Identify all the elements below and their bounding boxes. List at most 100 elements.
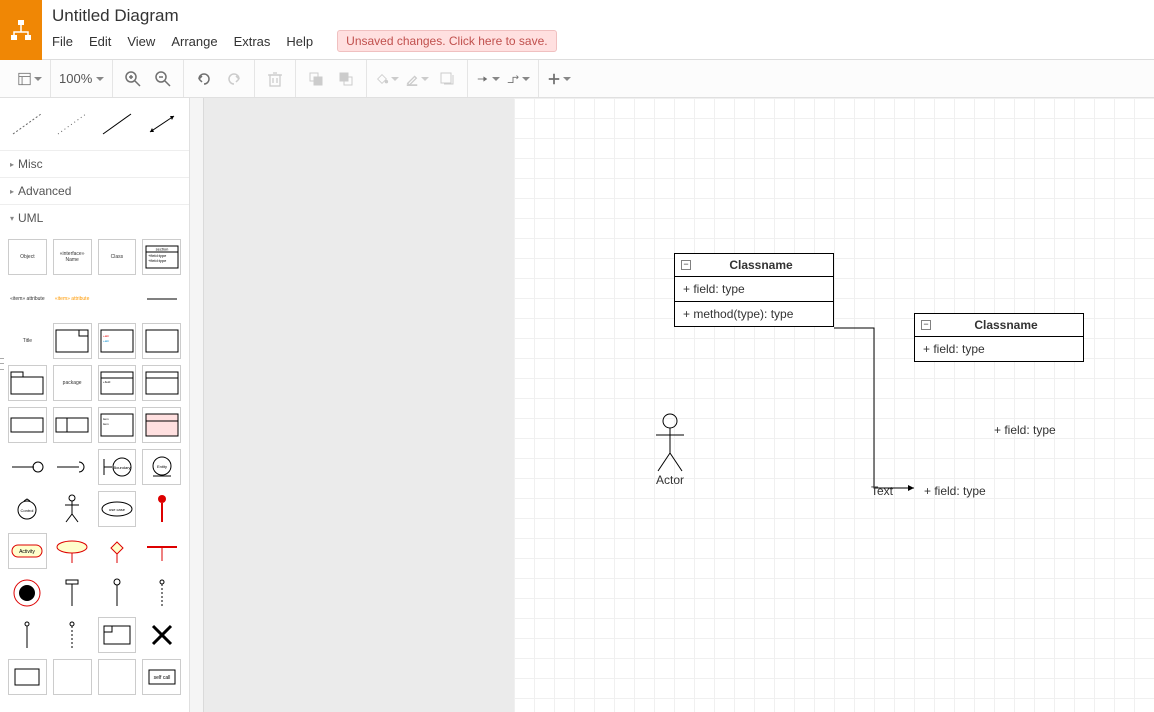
uml-shape-17[interactable] — [53, 407, 92, 443]
logo-icon — [9, 18, 33, 42]
fill-color-button[interactable] — [375, 67, 399, 91]
uml-shape-22[interactable]: Boundary — [98, 449, 137, 485]
section-advanced[interactable]: ▸Advanced — [0, 177, 189, 204]
uml-shape-43[interactable]: self call — [142, 659, 181, 695]
uml-shape-1[interactable]: «interface» Name — [53, 239, 92, 275]
uml-shape-31[interactable] — [142, 533, 181, 569]
uml-shape-36[interactable] — [8, 617, 47, 653]
uml-shape-14[interactable]: +field — [98, 365, 137, 401]
uml-class-1-method[interactable]: + method(type): type — [675, 302, 833, 326]
uml-shape-23[interactable]: Entity — [142, 449, 181, 485]
uml-shape-35[interactable] — [142, 575, 181, 611]
line-shapes-grid — [0, 98, 189, 150]
zoom-out-button[interactable] — [151, 67, 175, 91]
uml-shape-6[interactable] — [98, 281, 137, 317]
uml-shape-4[interactable]: «item» attribute — [8, 281, 47, 317]
menu-arrange[interactable]: Arrange — [171, 34, 217, 49]
zoom-in-button[interactable] — [121, 67, 145, 91]
canvas-gray-area — [204, 98, 514, 712]
connection-button[interactable] — [476, 67, 500, 91]
shape-dashed-line[interactable] — [8, 106, 47, 142]
uml-shape-13[interactable]: package — [53, 365, 92, 401]
uml-shape-34[interactable] — [98, 575, 137, 611]
uml-shape-5[interactable]: «item» attribute — [53, 281, 92, 317]
uml-shape-16[interactable] — [8, 407, 47, 443]
zoom-level[interactable]: 100% — [59, 71, 104, 86]
canvas[interactable]: −Classname + field: type + method(type):… — [204, 98, 1154, 712]
svg-text:use case: use case — [109, 507, 126, 512]
loose-field-2[interactable]: + field: type — [924, 484, 986, 498]
uml-shape-3[interactable]: section+field:type+field:type — [142, 239, 181, 275]
uml-shape-40[interactable] — [8, 659, 47, 695]
undo-button[interactable] — [192, 67, 216, 91]
uml-shape-33[interactable] — [53, 575, 92, 611]
line-color-button[interactable] — [405, 67, 429, 91]
splitter-handle[interactable] — [0, 356, 4, 372]
uml-class-1[interactable]: −Classname + field: type + method(type):… — [674, 253, 834, 327]
uml-shape-8[interactable]: Title — [8, 323, 47, 359]
edge-label[interactable]: Text — [871, 484, 893, 498]
to-back-button[interactable] — [334, 67, 358, 91]
shadow-button[interactable] — [435, 67, 459, 91]
svg-text:Control: Control — [21, 508, 34, 513]
uml-shape-27[interactable] — [142, 491, 181, 527]
ruler — [190, 98, 204, 712]
uml-shape-15[interactable] — [142, 365, 181, 401]
loose-field-1[interactable]: + field: type — [994, 423, 1056, 437]
insert-button[interactable] — [547, 67, 571, 91]
uml-class-2-field[interactable]: + field: type — [915, 337, 1083, 361]
edge-class1-to-field[interactable] — [514, 98, 1154, 712]
logo[interactable] — [0, 0, 42, 60]
section-uml[interactable]: ▾UML — [0, 204, 189, 231]
uml-shape-21[interactable] — [53, 449, 92, 485]
uml-shape-25[interactable] — [53, 491, 92, 527]
uml-shape-26[interactable]: use case — [98, 491, 137, 527]
uml-shape-12[interactable] — [8, 365, 47, 401]
uml-class-2[interactable]: −Classname + field: type — [914, 313, 1084, 362]
shape-double-arrow[interactable] — [142, 106, 181, 142]
uml-shape-24[interactable]: Control — [8, 491, 47, 527]
uml-shape-42[interactable] — [98, 659, 137, 695]
uml-shape-28[interactable]: Activity — [8, 533, 47, 569]
redo-button[interactable] — [222, 67, 246, 91]
menu-edit[interactable]: Edit — [89, 34, 111, 49]
uml-class-1-title[interactable]: −Classname — [675, 254, 833, 277]
to-front-button[interactable] — [304, 67, 328, 91]
canvas-page[interactable]: −Classname + field: type + method(type):… — [514, 98, 1154, 712]
menu-extras[interactable]: Extras — [234, 34, 271, 49]
waypoints-button[interactable] — [506, 67, 530, 91]
uml-shape-30[interactable] — [98, 533, 137, 569]
uml-class-2-title[interactable]: −Classname — [915, 314, 1083, 337]
menu-view[interactable]: View — [127, 34, 155, 49]
uml-shape-20[interactable] — [8, 449, 47, 485]
uml-shape-10[interactable]: +attr+attr — [98, 323, 137, 359]
uml-shape-29[interactable] — [53, 533, 92, 569]
view-mode-button[interactable] — [18, 67, 42, 91]
document-title[interactable]: Untitled Diagram — [52, 6, 1144, 26]
uml-shape-41[interactable] — [53, 659, 92, 695]
uml-shape-7[interactable] — [142, 281, 181, 317]
svg-text:Boundary: Boundary — [113, 465, 130, 470]
uml-shape-0[interactable]: Object — [8, 239, 47, 275]
menu-file[interactable]: File — [52, 34, 73, 49]
uml-shape-9[interactable] — [53, 323, 92, 359]
uml-shape-38[interactable] — [98, 617, 137, 653]
save-notice[interactable]: Unsaved changes. Click here to save. — [337, 30, 556, 52]
section-misc[interactable]: ▸Misc — [0, 150, 189, 177]
uml-shape-39[interactable] — [142, 617, 181, 653]
collapse-icon[interactable]: − — [681, 260, 691, 270]
uml-actor[interactable]: Actor — [652, 413, 688, 487]
uml-shape-2[interactable]: Class — [98, 239, 137, 275]
uml-shape-19[interactable] — [142, 407, 181, 443]
collapse-icon[interactable]: − — [921, 320, 931, 330]
uml-class-1-field[interactable]: + field: type — [675, 277, 833, 302]
shape-dotted-line[interactable] — [53, 106, 92, 142]
uml-shape-32[interactable] — [8, 575, 47, 611]
shape-line[interactable] — [98, 106, 137, 142]
uml-shape-18[interactable]: itemitem — [98, 407, 137, 443]
uml-shape-11[interactable] — [142, 323, 181, 359]
delete-button[interactable] — [263, 67, 287, 91]
uml-shape-37[interactable] — [53, 617, 92, 653]
menu-help[interactable]: Help — [286, 34, 313, 49]
uml-shapes-grid: Object«interface» NameClasssection+field… — [0, 231, 189, 703]
